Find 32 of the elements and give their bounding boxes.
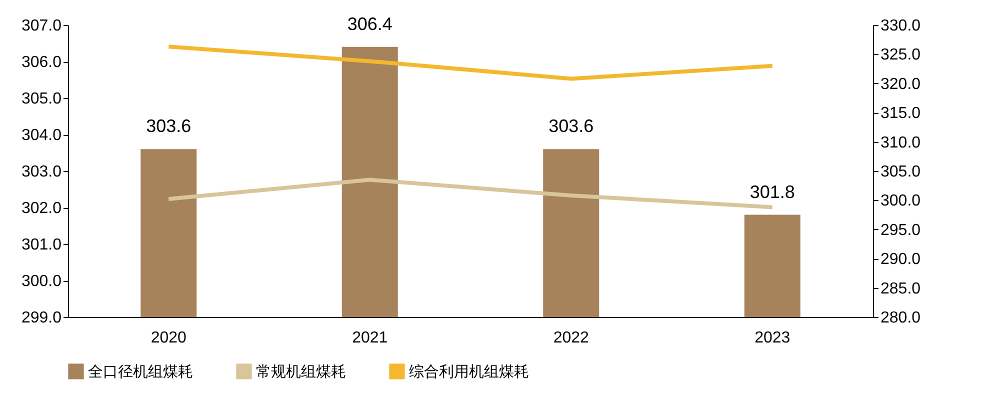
legend-label: 综合利用机组煤耗 — [409, 363, 529, 380]
y2-tick-label: 295.0 — [880, 222, 921, 239]
data-label: 306.4 — [347, 14, 392, 34]
data-label: 301.8 — [750, 182, 795, 202]
y-tick-label: 301.0 — [21, 236, 62, 254]
y-tick-label: 306.0 — [21, 54, 62, 71]
x-tick-label: 2023 — [754, 330, 790, 346]
y-tick-label: 303.0 — [21, 164, 62, 180]
x-tick-label: 2022 — [553, 330, 590, 346]
y2-tick-label: 330.0 — [880, 18, 921, 34]
legend-label: 全口径机组煤耗 — [88, 363, 193, 380]
line-series — [166, 44, 774, 81]
y2-tick-label: 300.0 — [880, 192, 921, 210]
y-tick-label: 304.0 — [21, 127, 62, 144]
data-label: 303.6 — [146, 116, 192, 136]
y2-tick-label: 305.0 — [880, 164, 921, 180]
y2-tick-label: 310.0 — [880, 134, 921, 152]
y2-tick-label: 285.0 — [880, 280, 921, 298]
y2-tick-label: 325.0 — [880, 46, 921, 64]
y-tick-label: 307.0 — [21, 18, 62, 34]
data-label: 303.6 — [548, 116, 594, 136]
x-tick-label: 2021 — [352, 330, 388, 346]
y2-tick-label: 280.0 — [880, 310, 921, 326]
y-tick-label: 300.0 — [21, 273, 62, 290]
y2-tick-label: 290.0 — [880, 251, 921, 268]
legend-label: 常规机组煤耗 — [256, 363, 346, 380]
y2-tick-label: 320.0 — [880, 76, 921, 93]
x-tick-label: 2020 — [150, 330, 187, 346]
y-tick-label: 299.0 — [21, 310, 62, 326]
y-tick-label: 305.0 — [21, 90, 62, 108]
y2-tick-label: 315.0 — [880, 105, 921, 122]
y-tick-label: 302.0 — [21, 200, 62, 217]
